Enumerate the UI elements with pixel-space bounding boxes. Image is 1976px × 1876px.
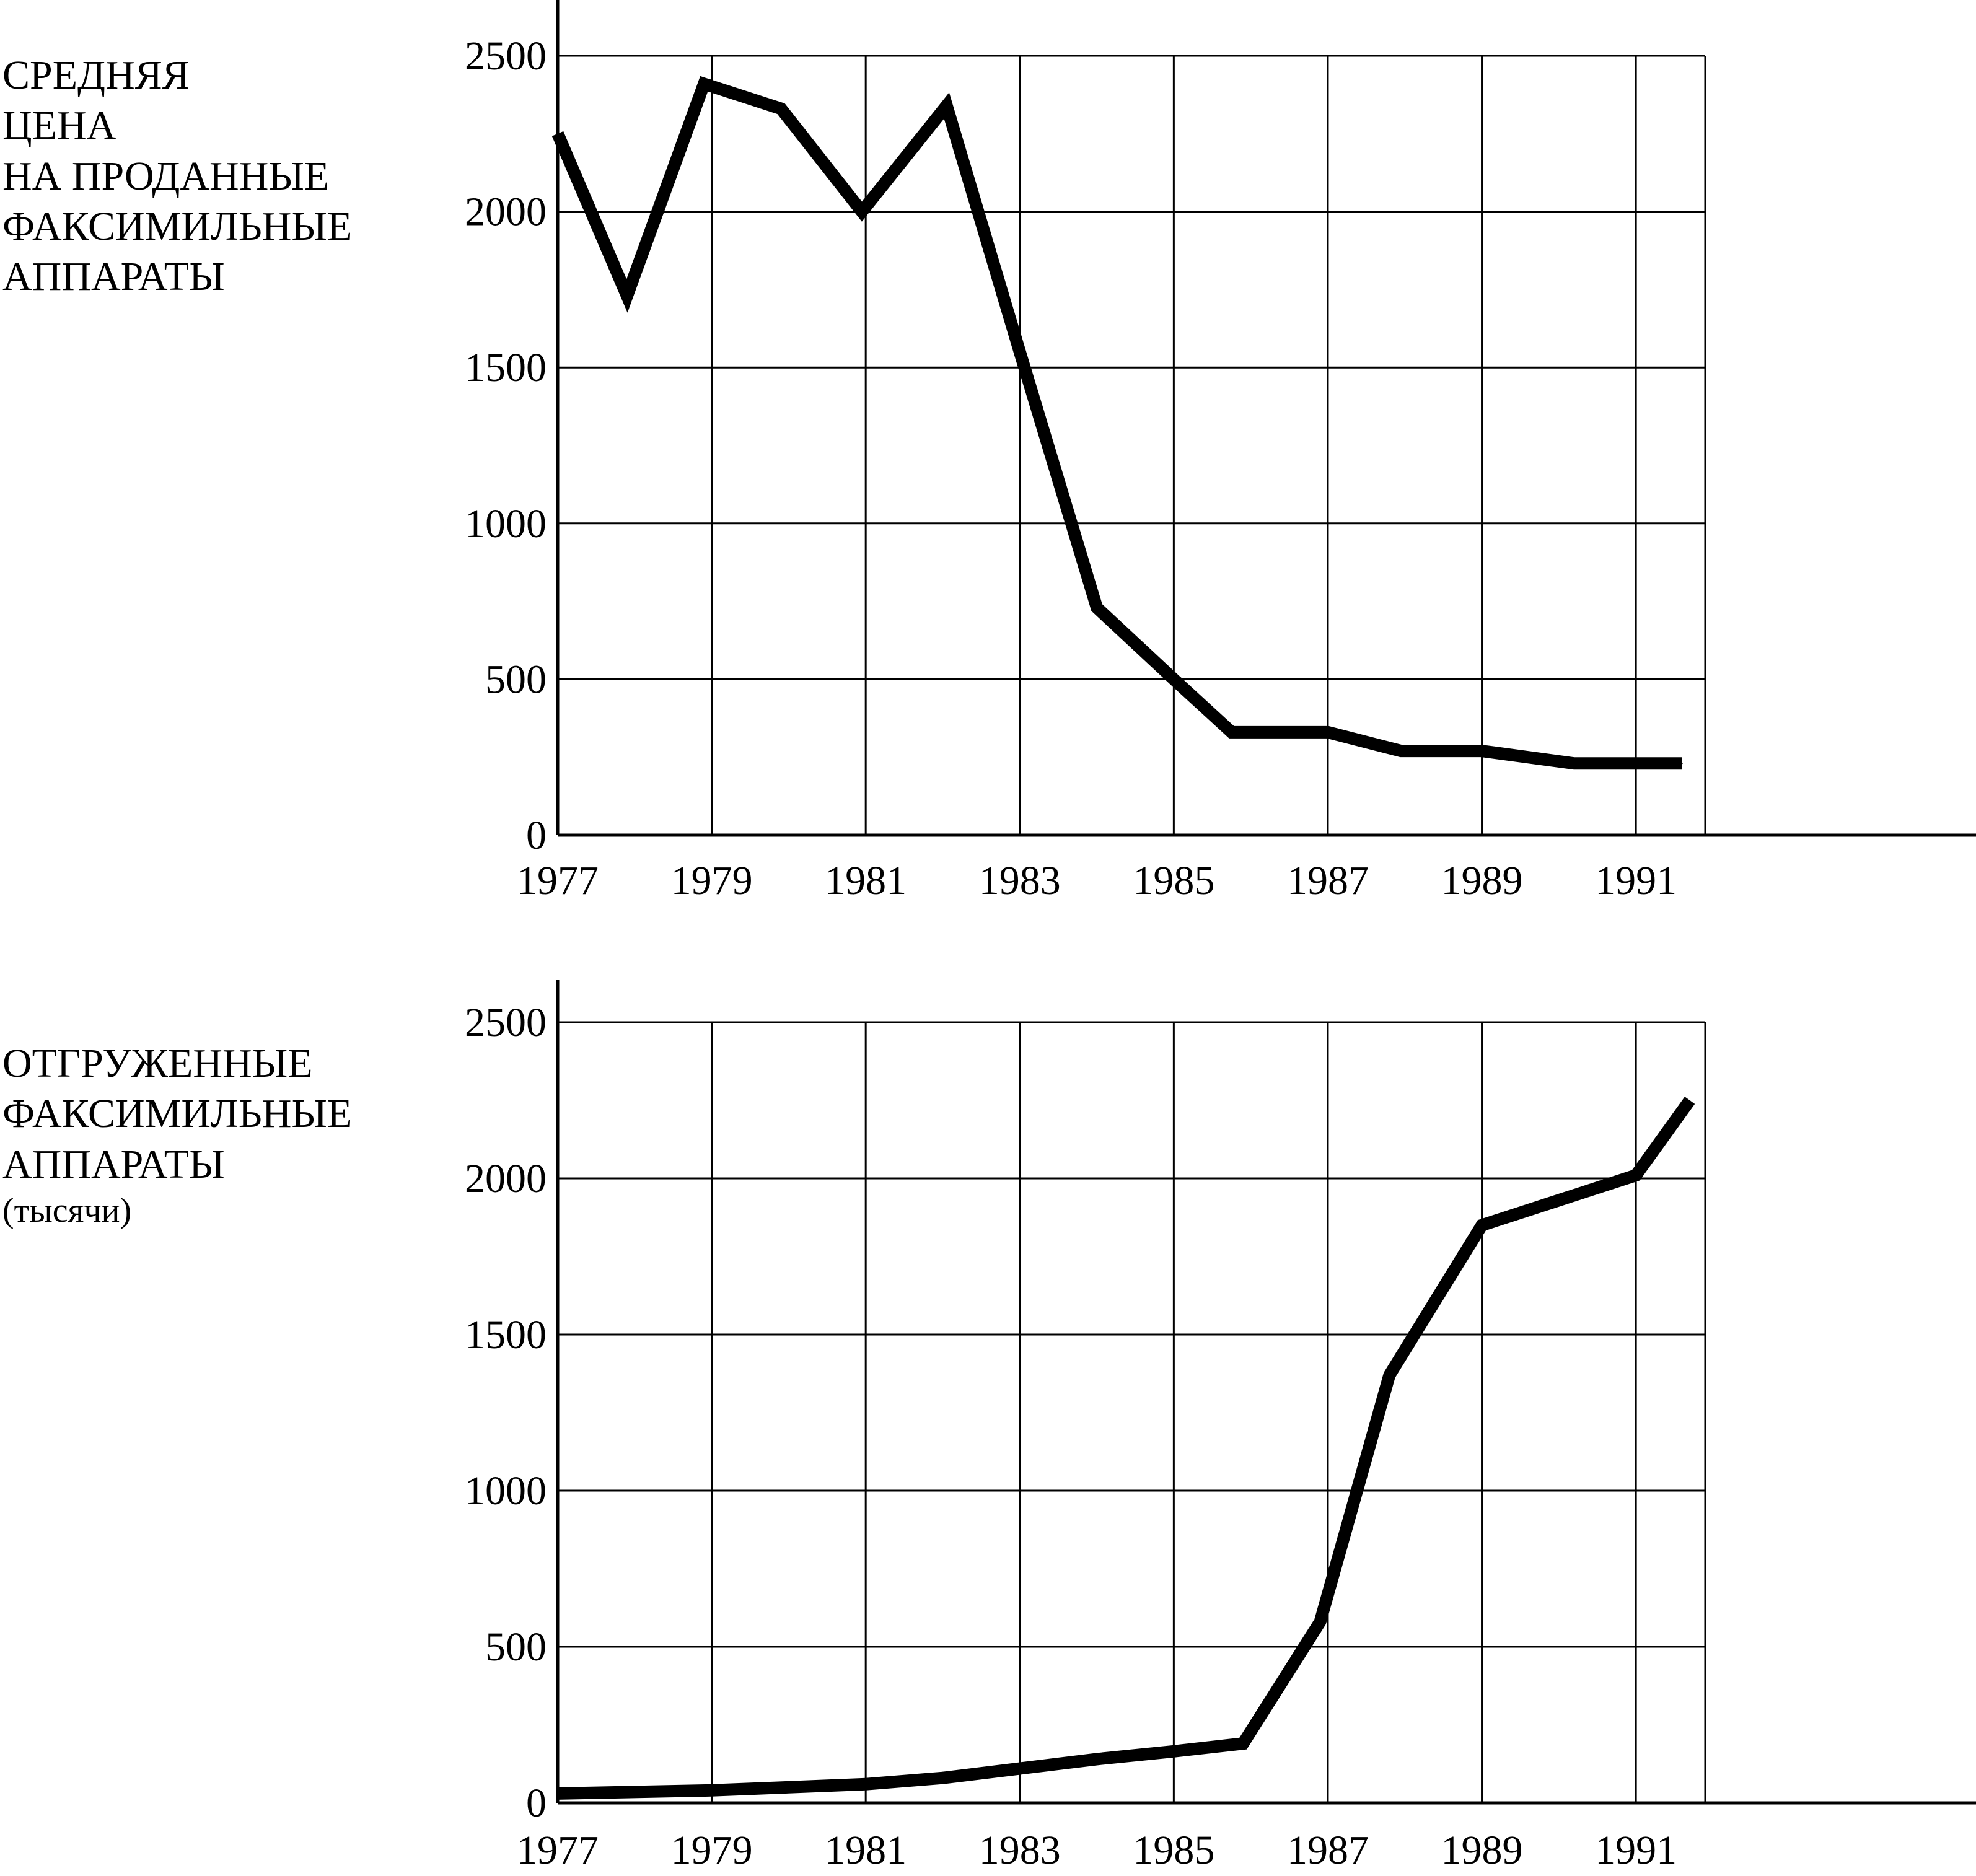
bottom-data-point xyxy=(1096,1758,1098,1760)
bottom-data-point xyxy=(1173,1750,1175,1752)
top-y-tick-label: 500 xyxy=(485,657,547,702)
bottom-data-point xyxy=(1389,1374,1390,1376)
bottom-chart-shipments: 1977 1979 1981 1983 1985 1987 1989 1991 0 500 1000… xyxy=(465,980,1976,1873)
top-chart-price: 1977 1979 1981 1983 1985 1987 1989 1991 0 500 1000… xyxy=(465,0,1976,903)
top-chart-ylabel: СРЕДНЯЯ ЦЕНА НА ПРОДАННЫЕ ФАКСИМИЛЬНЫЕ А… xyxy=(2,0,352,302)
bottom-chart-ylabel-text: ОТГРУЖЕННЫЕ ФАКСИМИЛЬНЫЕ АППАРАТЫ xyxy=(2,1041,353,1187)
bottom-data-point xyxy=(1319,1621,1321,1623)
top-chart-ylabel-text: СРЕДНЯЯ ЦЕНА НА ПРОДАННЫЕ ФАКСИМИЛЬНЫЕ А… xyxy=(2,53,353,299)
bottom-x-tick-label: 1985 xyxy=(1133,1828,1214,1873)
top-y-tick-label: 2500 xyxy=(465,33,547,79)
bottom-y-tick-label: 1500 xyxy=(465,1312,547,1357)
bottom-x-tick-label: 1987 xyxy=(1287,1828,1369,1873)
bottom-y-tick-label: 500 xyxy=(485,1624,547,1670)
top-data-point xyxy=(703,83,705,85)
bottom-data-point xyxy=(1635,1174,1637,1176)
top-x-tick-label: 1977 xyxy=(517,858,599,903)
bottom-y-tick-label: 1000 xyxy=(465,1468,547,1514)
bottom-data-point xyxy=(1481,1224,1483,1226)
bottom-x-tick-label: 1977 xyxy=(517,1828,599,1873)
top-data-point xyxy=(1573,763,1575,765)
bottom-data-point xyxy=(865,1783,867,1785)
bottom-y-tick-label: 0 xyxy=(526,1781,547,1826)
bottom-data-point xyxy=(942,1777,944,1779)
bottom-x-tick-label: 1979 xyxy=(671,1828,753,1873)
bottom-x-tick-label: 1983 xyxy=(979,1828,1061,1873)
top-data-point xyxy=(861,211,863,213)
top-x-tick-label: 1989 xyxy=(1441,858,1523,903)
top-y-tick-label: 2000 xyxy=(465,190,547,235)
top-x-tick-label: 1983 xyxy=(979,858,1061,903)
top-y-tick-label: 1500 xyxy=(465,345,547,390)
top-x-tick-label: 1987 xyxy=(1287,858,1369,903)
top-data-point xyxy=(1481,750,1483,752)
top-data-point xyxy=(1173,678,1175,680)
bottom-data-point xyxy=(557,1792,558,1794)
bottom-x-tick-label: 1989 xyxy=(1441,1828,1523,1873)
top-data-point xyxy=(1096,607,1098,608)
top-data-point xyxy=(557,133,558,134)
top-y-tick-label: 1000 xyxy=(465,501,547,546)
bottom-y-tick-label: 2500 xyxy=(465,1000,547,1045)
bottom-data-point xyxy=(1019,1768,1021,1769)
top-data-point xyxy=(1019,351,1021,353)
top-data-point xyxy=(946,105,947,107)
bottom-x-tick-label: 1981 xyxy=(825,1828,907,1873)
bottom-chart-ylabel-unit: (тысячи) xyxy=(2,1191,132,1230)
bottom-data-point xyxy=(1558,1199,1560,1201)
top-x-tick-label: 1979 xyxy=(671,858,753,903)
bottom-x-tick-label: 1991 xyxy=(1595,1828,1677,1873)
top-x-tick-label: 1985 xyxy=(1133,858,1214,903)
bottom-y-tick-label: 2000 xyxy=(465,1156,547,1201)
top-data-point xyxy=(1327,731,1328,733)
top-data-point xyxy=(1681,763,1683,765)
top-data-point xyxy=(1400,750,1402,752)
top-x-tick-label: 1981 xyxy=(825,858,907,903)
bottom-data-point xyxy=(1242,1743,1244,1745)
top-data-point xyxy=(780,108,782,110)
bottom-data-point xyxy=(711,1789,713,1791)
top-y-tick-label: 0 xyxy=(526,813,547,858)
bottom-chart-ylabel: ОТГРУЖЕННЫЕ ФАКСИМИЛЬНЫЕ АППАРАТЫ (тысяч… xyxy=(2,988,352,1282)
top-series-line xyxy=(551,76,1682,770)
top-data-point xyxy=(626,295,628,297)
bottom-data-point xyxy=(1689,1100,1691,1101)
top-x-tick-label: 1991 xyxy=(1595,858,1677,903)
top-data-point xyxy=(1231,731,1232,733)
bottom-series-line xyxy=(557,1097,1695,1800)
